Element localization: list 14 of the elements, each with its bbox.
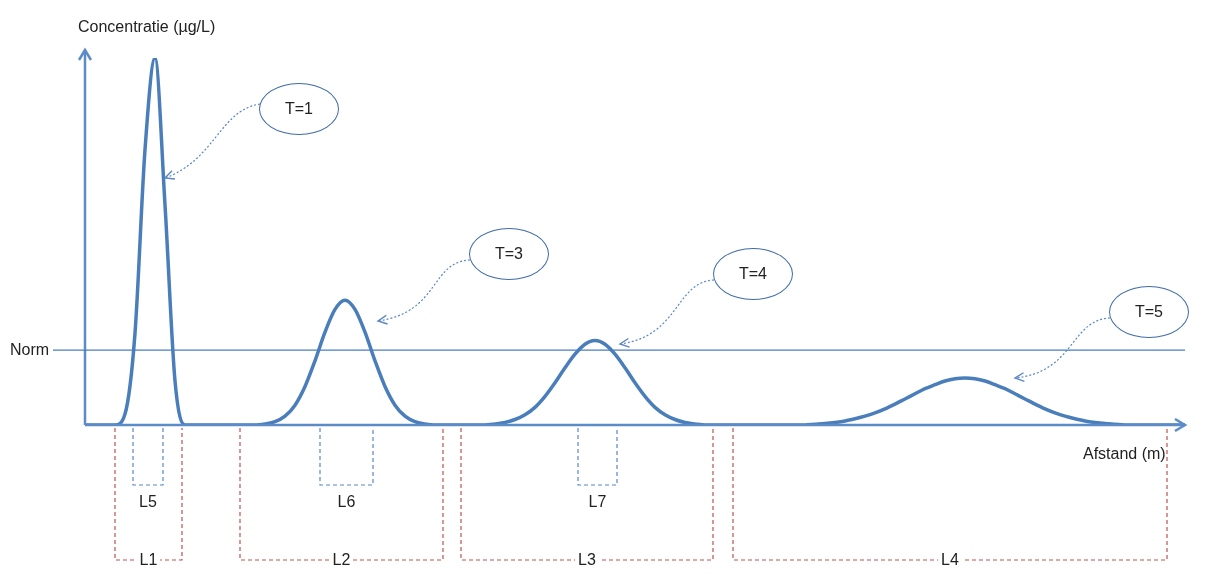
text: L7	[587, 493, 608, 511]
annotation: T=1	[259, 83, 339, 135]
annotation: T=5	[1109, 286, 1189, 338]
text: L2	[329, 551, 354, 569]
annotation: T=4	[713, 248, 793, 300]
text: L3	[575, 551, 599, 569]
text: L4	[938, 551, 962, 569]
text: L6	[336, 493, 357, 511]
y-axis-title: Concentratie (µg/L)	[78, 18, 216, 36]
text: L1	[136, 551, 161, 569]
ref-line-label: Norm	[10, 340, 50, 358]
annotation: T=3	[469, 228, 549, 280]
text: L5	[138, 493, 158, 511]
x-axis-title: Afstand (m)	[1083, 445, 1166, 463]
